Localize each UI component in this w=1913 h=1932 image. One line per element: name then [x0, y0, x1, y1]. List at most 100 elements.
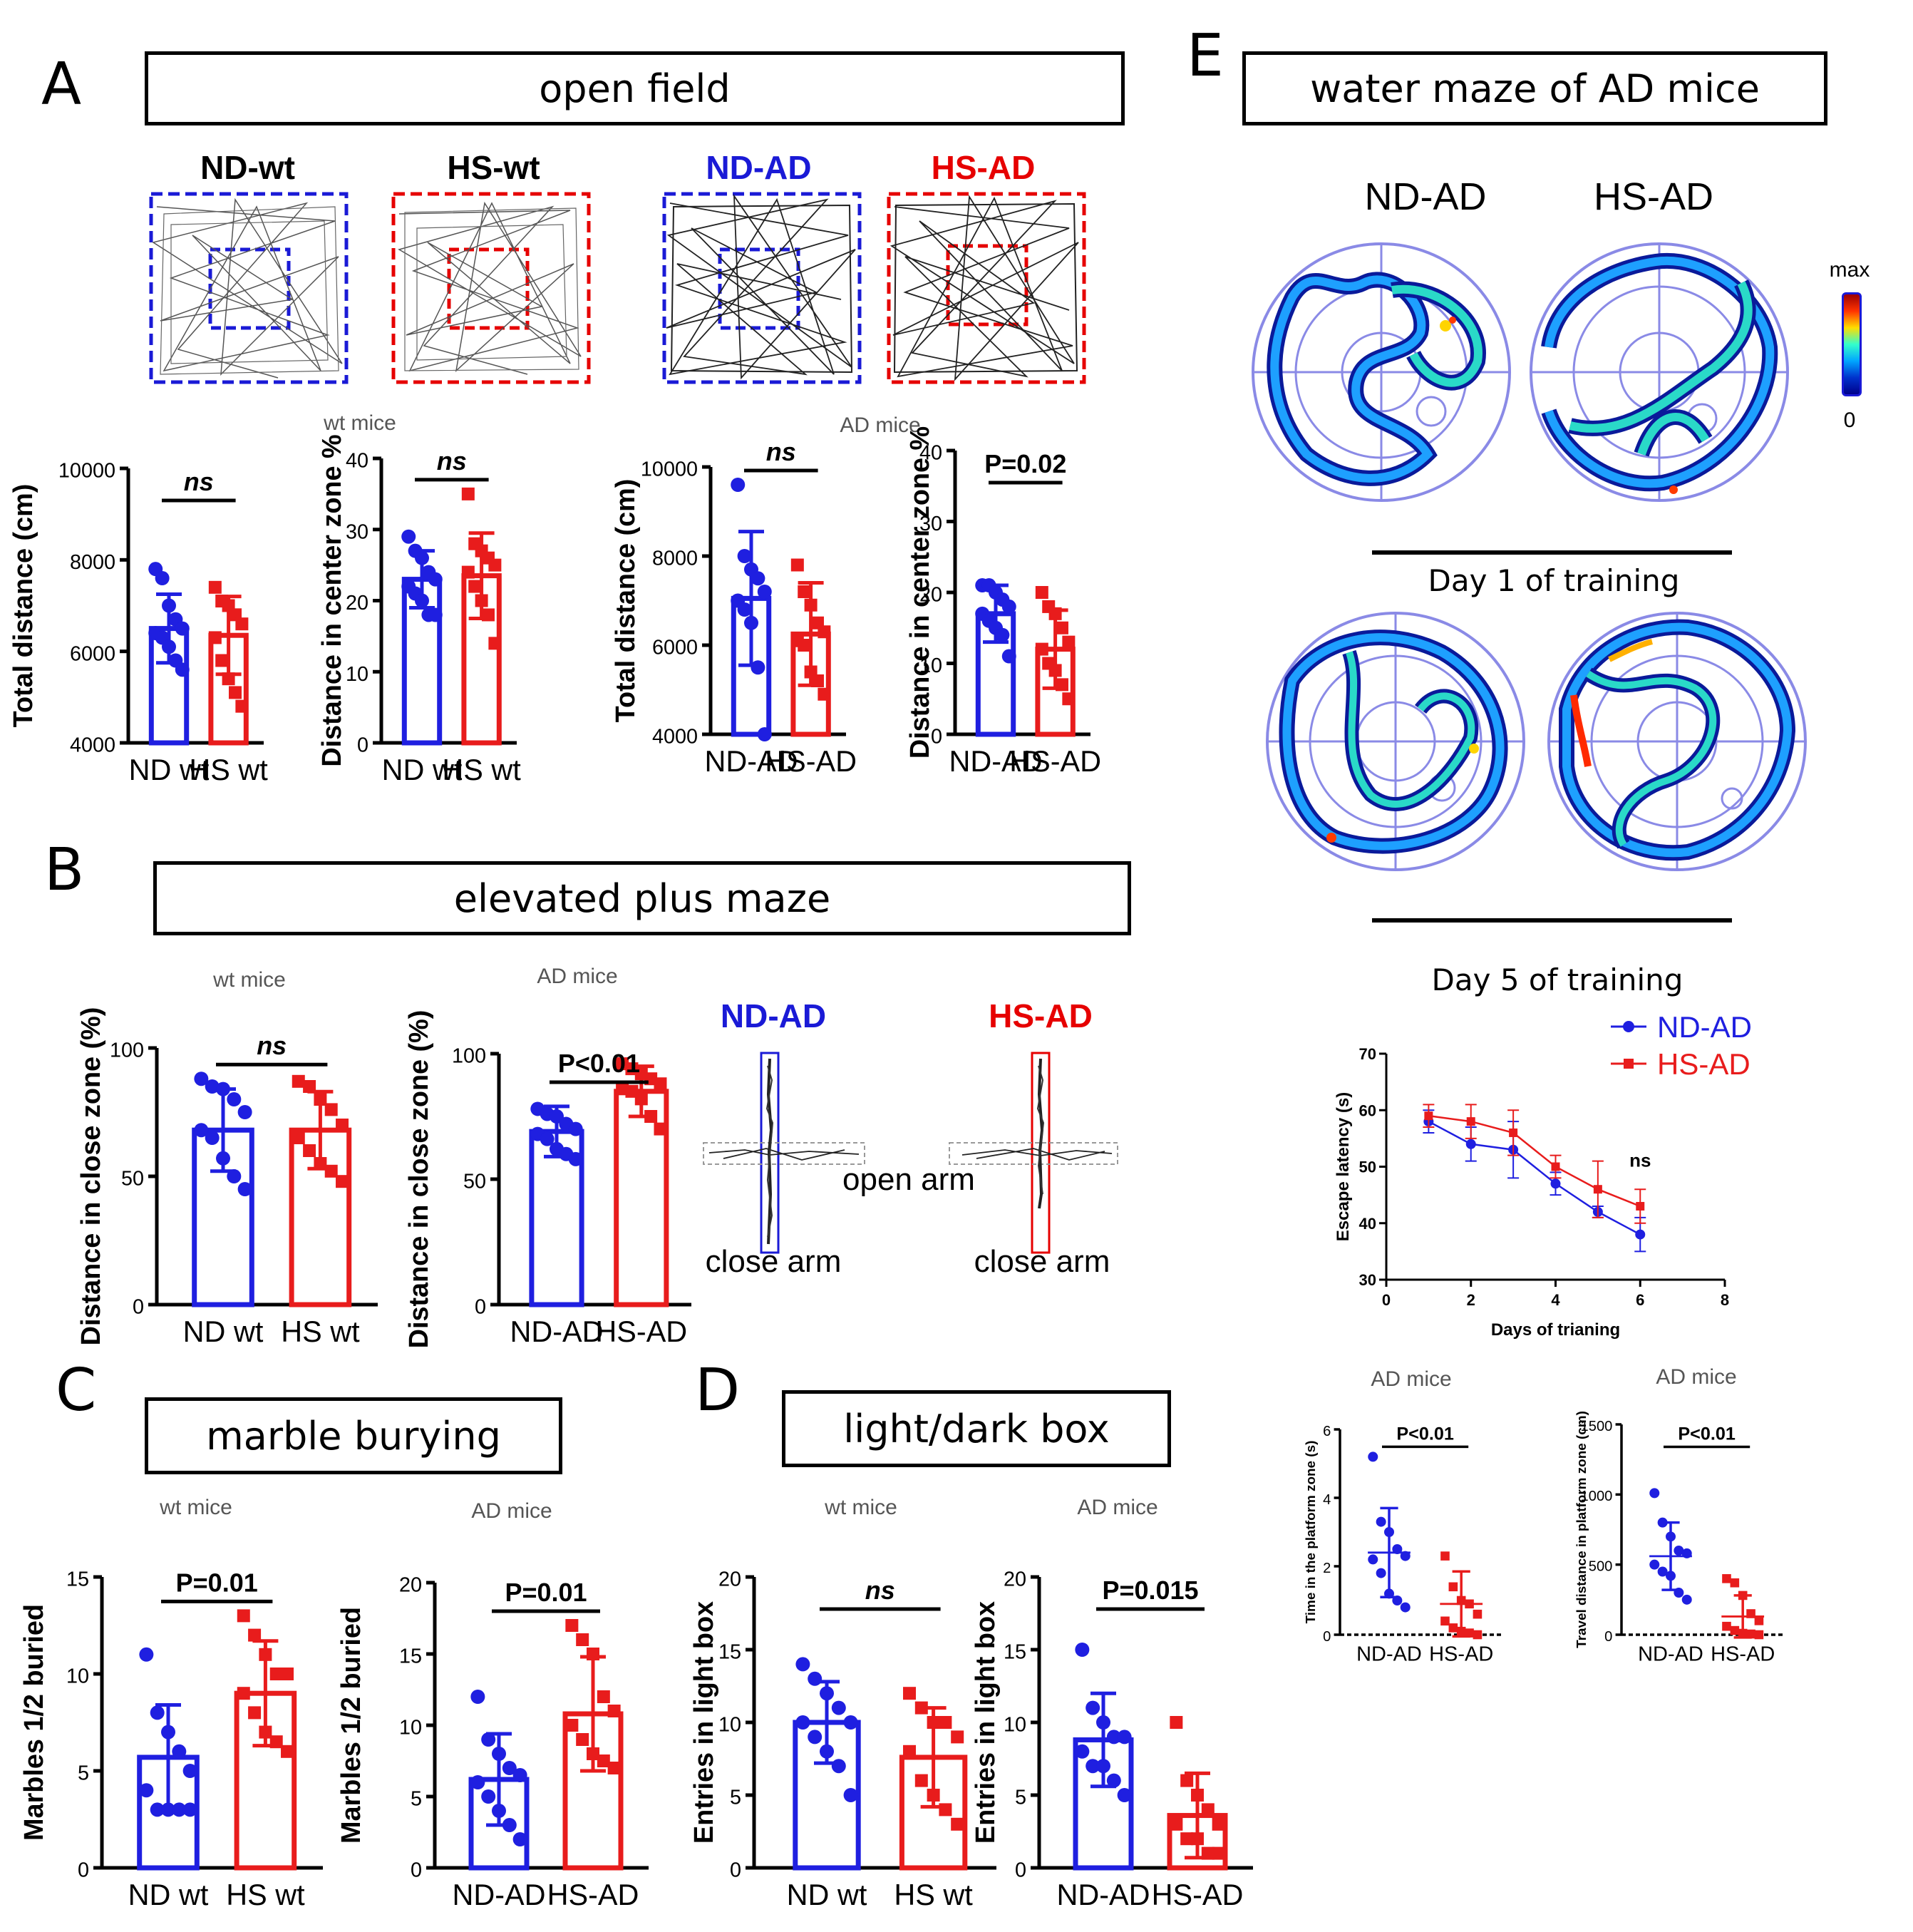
point-e3-1	[1722, 1574, 1731, 1583]
y-tick-label-c2: 20	[399, 1574, 422, 1597]
point-c2-0	[470, 1775, 485, 1789]
point-e2-1	[1465, 1599, 1474, 1609]
point-d2-1	[1201, 1803, 1215, 1817]
colorbar	[1842, 292, 1862, 396]
point-a3-1	[798, 639, 811, 652]
x-tick-label-c2-1: HS-AD	[547, 1879, 639, 1911]
point-a2-0	[415, 593, 429, 608]
point-c2-1	[565, 1719, 579, 1732]
point-d2-0	[1106, 1730, 1121, 1745]
label-close-arm-nd: close arm	[705, 1244, 842, 1279]
x-tick-label-e2-1: HS-AD	[1429, 1643, 1493, 1665]
x-tick-label-d1-0: ND wt	[787, 1879, 867, 1911]
panel-letter-a: A	[41, 51, 82, 118]
subtitle-ad-mice-a: AD mice	[840, 413, 921, 437]
point-e3-0	[1657, 1517, 1668, 1528]
point-a3-1	[790, 558, 804, 572]
point-c1-1	[269, 1668, 283, 1680]
point-a1-0	[162, 639, 176, 654]
point-b2-0	[568, 1121, 583, 1136]
point-e2-0	[1368, 1554, 1378, 1565]
y-tick-label-a3: 10000	[641, 458, 698, 481]
point-c2-0	[502, 1818, 517, 1832]
y-tick-label-a3: 8000	[652, 548, 698, 570]
point-a1-1	[235, 617, 249, 631]
y-tick-label-d1: 15	[718, 1641, 741, 1664]
y-tick-label-d2: 10	[1004, 1714, 1026, 1737]
y-axis-label-e2: Time in the platform zone (s)	[1304, 1441, 1319, 1624]
point-b2-1	[644, 1110, 658, 1123]
significance-label-c2: P=0.01	[505, 1578, 587, 1607]
y-tick-label-b2: 100	[452, 1045, 486, 1068]
point-e2-1	[1473, 1609, 1483, 1619]
point-d1-0	[808, 1730, 823, 1745]
subtitle-wt-mice-c: wt mice	[160, 1496, 232, 1519]
point-e2-1	[1440, 1551, 1450, 1561]
point-d2-0	[1096, 1759, 1110, 1774]
point-e2-1	[1456, 1626, 1466, 1636]
point-e3-0	[1649, 1488, 1660, 1499]
point-d2-1	[1191, 1789, 1204, 1802]
y-axis-label-e3: Travel distance in platform zone (cm)	[1574, 1411, 1589, 1648]
point-b1-0	[237, 1182, 252, 1196]
point-b1-1	[336, 1119, 349, 1131]
heatmap-label-nd-ad: ND-AD	[1364, 175, 1487, 218]
point-d1-1	[939, 1716, 952, 1729]
significance-label-d2: P=0.015	[1102, 1576, 1198, 1605]
point-e2-1	[1473, 1630, 1483, 1640]
title-light-dark-box: light/dark box	[782, 1390, 1171, 1467]
y-axis-label-a3: Total distance (cm)	[611, 479, 641, 723]
point-b1-0	[194, 1072, 209, 1086]
y-tick-label-e3: 500	[1589, 1558, 1613, 1574]
significance-label-b2: P<0.01	[558, 1049, 640, 1078]
point-a3-0	[744, 615, 758, 630]
point-c2-1	[587, 1747, 599, 1760]
significance-label-e3: P<0.01	[1678, 1424, 1736, 1444]
significance-label-a2: ns	[437, 446, 467, 476]
point-b1-0	[216, 1151, 230, 1166]
point-c1-0	[139, 1783, 154, 1798]
point-d2-0	[1117, 1788, 1132, 1802]
point-d1-1	[914, 1774, 928, 1787]
x-tick-label-b2-0: ND-AD	[510, 1315, 603, 1348]
point-c2-0	[481, 1732, 496, 1747]
line-chart-annotation: ns	[1629, 1150, 1651, 1171]
y-tick-label-c2: 15	[399, 1645, 422, 1668]
y-tick-label-d1: 5	[730, 1787, 741, 1809]
point-d1-1	[951, 1730, 964, 1744]
panel-letter-d: D	[695, 1357, 741, 1424]
point-b1-1	[324, 1164, 338, 1178]
y-axis-label-c2: Marbles 1/2 buried	[336, 1607, 366, 1844]
x-tick-label-d1-1: HS wt	[894, 1879, 973, 1911]
line-chart-x-label: Days of trianing	[1491, 1320, 1620, 1340]
line-point-1	[1466, 1117, 1475, 1126]
x-tick-label-b1-0: ND wt	[183, 1315, 264, 1348]
epm-label-hs-ad: HS-AD	[989, 997, 1093, 1034]
line-chart-x-tick-label: 0	[1382, 1291, 1391, 1309]
y-tick-label-e2: 4	[1323, 1492, 1331, 1508]
line-chart-y-tick-label: 40	[1359, 1215, 1376, 1233]
line-chart-y-tick-label: 30	[1359, 1271, 1376, 1289]
x-tick-label-a3-1: HS-AD	[765, 745, 857, 778]
y-tick-label-e3: 1000	[1581, 1489, 1613, 1504]
x-tick-label-e3-1: HS-AD	[1711, 1643, 1775, 1665]
point-a1-1	[235, 699, 249, 713]
point-d2-1	[1212, 1817, 1225, 1831]
group-label-hs-ad: HS-AD	[931, 149, 1036, 186]
point-e2-1	[1440, 1616, 1450, 1626]
y-tick-label-d2: 20	[1004, 1568, 1026, 1591]
point-a2-1	[488, 637, 502, 650]
y-tick-label-c1: 15	[66, 1568, 89, 1591]
label-open-arm: open arm	[842, 1162, 975, 1197]
point-c2-0	[492, 1747, 506, 1761]
point-e3-1	[1730, 1625, 1740, 1635]
point-b2-1	[654, 1077, 667, 1091]
significance-label-a1: ns	[184, 467, 214, 496]
group-label-nd-wt: ND-wt	[200, 149, 295, 186]
y-tick-label-d2: 15	[1004, 1641, 1026, 1664]
point-a3-0	[757, 727, 772, 741]
point-a1-1	[215, 654, 229, 667]
point-a1-0	[175, 662, 190, 677]
point-a2-1	[488, 558, 502, 572]
point-a2-1	[461, 565, 475, 579]
